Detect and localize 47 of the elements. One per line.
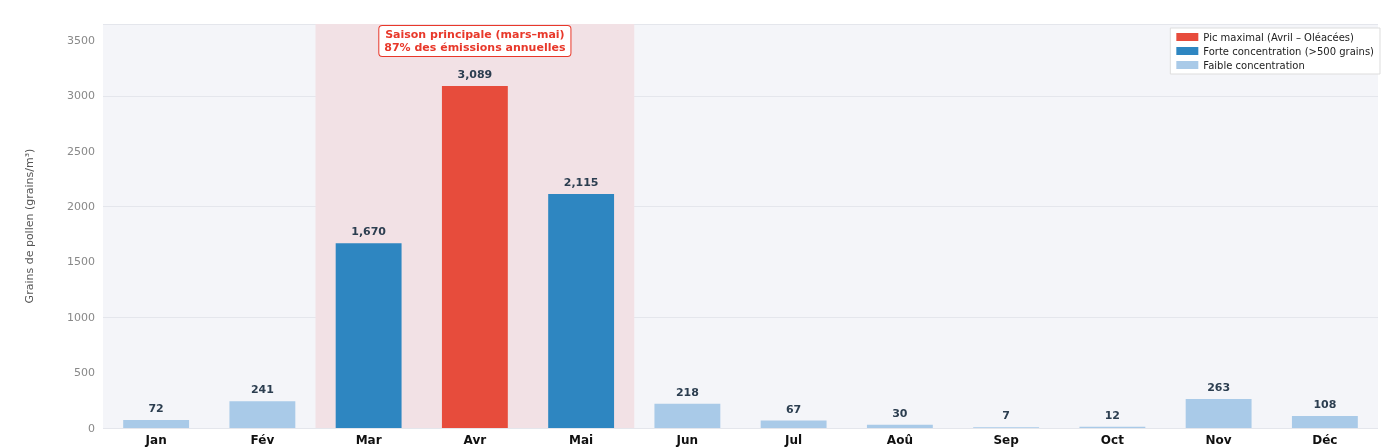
bar (760, 420, 827, 428)
x-tick-label: Déc (1312, 433, 1338, 447)
x-tick-label: Avr (463, 433, 487, 447)
data-label: 12 (1104, 408, 1121, 422)
x-tick-label: Mai (569, 433, 594, 447)
band-label: Saison principale (mars–mai) 87% des émissions annuelles (384, 28, 566, 54)
data-label: 7 (1002, 409, 1010, 423)
x-tick-label: Fév (250, 433, 275, 447)
y-tick-label: 3500 (67, 34, 95, 48)
bar (229, 401, 296, 428)
bar (441, 86, 508, 428)
x-tick-label: Oct (1100, 433, 1125, 447)
bar (335, 243, 402, 428)
legend-label: Forte concentration (>500 grains) (1203, 45, 1375, 57)
y-tick-label: 500 (74, 366, 95, 380)
data-label: 3,089 (457, 68, 493, 82)
x-tick-label: Mar (355, 433, 382, 447)
data-label: 263 (1207, 380, 1231, 394)
bar (1291, 416, 1358, 428)
y-tick-label: 2500 (67, 144, 95, 158)
data-label: 218 (675, 385, 699, 399)
bar (1185, 398, 1252, 428)
x-tick-label: Sep (993, 433, 1020, 447)
x-tick-label: Jun (675, 433, 699, 447)
data-label: 72 (148, 402, 164, 416)
bar (548, 193, 615, 428)
x-tick-label: Jul (784, 433, 803, 447)
bar (654, 403, 721, 428)
y-tick-label: 1000 (67, 310, 95, 324)
x-tick-label: Aoû (886, 433, 913, 447)
data-label: 2,115 (563, 175, 599, 189)
data-label: 67 (785, 402, 802, 416)
data-label: 30 (892, 406, 908, 420)
y-axis-title: Grains de pollen (grains/m³) (23, 148, 36, 304)
bar (123, 420, 190, 428)
legend-label: Pic maximal (Avril – Oléacées) (1203, 31, 1355, 43)
y-tick-label: 3000 (67, 89, 95, 103)
data-label: 1,670 (351, 225, 387, 239)
data-label: 108 (1313, 398, 1337, 412)
bar (866, 424, 933, 428)
y-tick-label: 1500 (67, 255, 95, 269)
y-tick-label: 0 (88, 421, 95, 435)
legend-label: Faible concentration (1203, 59, 1305, 71)
y-tick-label: 2000 (67, 200, 95, 214)
x-tick-label: Jan (144, 433, 167, 447)
data-label: 241 (250, 383, 274, 397)
x-tick-label: Nov (1205, 433, 1232, 447)
